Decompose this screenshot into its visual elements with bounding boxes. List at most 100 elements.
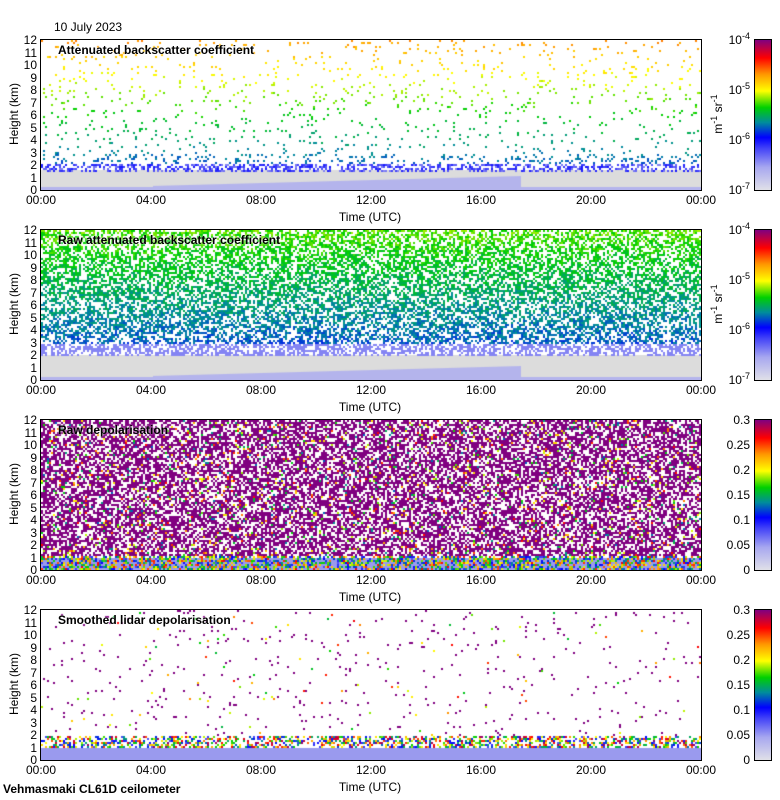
y-tick-label: 4 <box>30 703 37 717</box>
x-tick-label: 00:00 <box>685 763 717 777</box>
plot-area: Raw attenuated backscatter coefficient <box>40 229 702 381</box>
y-tick-label: 7 <box>30 475 37 490</box>
y-tick-label: 11 <box>24 235 37 250</box>
x-tick-label: 12:00 <box>355 763 387 777</box>
colorbar-tick-label: 10-710-7 <box>728 181 750 197</box>
colorbar-tick-label: 0.15 <box>726 678 750 692</box>
y-axis-label: Height (km) <box>7 653 21 716</box>
colorbar-tick-label: 0.2 <box>733 463 750 477</box>
y-tick-label: 1 <box>30 550 37 565</box>
colorbar-tick-label: 0.1 <box>733 513 750 527</box>
x-tick-label: 04:00 <box>135 383 167 397</box>
x-tick-label: 00:00 <box>25 193 57 207</box>
y-axis-label: Height (km) <box>7 463 21 526</box>
y-tick-label: 7 <box>30 665 37 680</box>
y-axis-label: Height (km) <box>7 83 21 146</box>
y-tick-label: 2 <box>30 158 37 172</box>
y-tick-label: 8 <box>30 273 37 287</box>
y-tick-label: 8 <box>30 653 37 667</box>
y-tick-label: 4 <box>30 323 37 337</box>
y-tick-label: 10 <box>23 248 37 262</box>
x-axis-label: Time (UTC) <box>338 590 402 604</box>
y-tick-label: 11 <box>24 615 37 630</box>
colorbar-tick-label: 0.05 <box>726 538 750 552</box>
plot-area: Attenuated backscatter coefficient <box>40 39 702 191</box>
colorbar-unit: m-1 sr-1m-1 sr-1 <box>709 94 725 134</box>
x-tick-label: 04:00 <box>135 193 167 207</box>
y-tick-label: 3 <box>30 145 37 160</box>
colorbar <box>754 609 772 761</box>
y-tick-label: 10 <box>23 438 37 452</box>
y-tick-label: 2 <box>30 538 37 552</box>
y-tick-label: 11 <box>24 425 37 440</box>
x-tick-label: 08:00 <box>245 763 277 777</box>
panel-raw: Raw attenuated backscatter coefficient He… <box>0 222 780 419</box>
y-tick-label: 12 <box>23 223 37 237</box>
footer-label: Vehmasmaki CL61D ceilometer <box>3 782 181 796</box>
y-tick-label: 7 <box>30 95 37 110</box>
x-tick-label: 20:00 <box>575 573 607 587</box>
y-tick-label: 9 <box>30 450 37 465</box>
colorbar-tick-label: 0.25 <box>726 628 750 642</box>
x-tick-label: 16:00 <box>465 573 497 587</box>
x-tick-label: 12:00 <box>355 193 387 207</box>
y-tick-label: 9 <box>30 640 37 655</box>
panel-smooth: Smoothed lidar depolarisation Height (km)… <box>0 604 780 799</box>
x-tick-label: 08:00 <box>245 383 277 397</box>
x-tick-label: 04:00 <box>135 573 167 587</box>
y-axis-label: Height (km) <box>7 273 21 336</box>
heatmap-canvas <box>41 40 701 190</box>
x-tick-label: 04:00 <box>135 763 167 777</box>
y-tick-label: 12 <box>23 603 37 617</box>
colorbar-tick-label: 0.15 <box>726 488 750 502</box>
x-tick-label: 00:00 <box>25 383 57 397</box>
heatmap-canvas <box>41 230 701 380</box>
date-label: 10 July 2023 <box>54 20 123 34</box>
y-tick-label: 5 <box>30 310 37 325</box>
y-tick-label: 9 <box>30 70 37 85</box>
y-tick-label: 4 <box>30 133 37 147</box>
y-tick-label: 10 <box>23 58 37 72</box>
y-tick-label: 3 <box>30 525 37 540</box>
y-tick-label: 0 <box>30 183 37 197</box>
plot-area: Raw depolarisation <box>40 419 702 571</box>
y-tick-label: 1 <box>30 170 37 185</box>
panel-title: Raw depolarisation <box>58 423 169 437</box>
colorbar-tick-label: 10-610-6 <box>728 131 750 147</box>
x-tick-label: 08:00 <box>245 193 277 207</box>
heatmap-canvas <box>41 420 701 570</box>
panel-att: Attenuated backscatter coefficient Height… <box>0 32 780 229</box>
y-tick-label: 5 <box>30 500 37 515</box>
x-tick-label: 00:00 <box>685 573 717 587</box>
y-tick-label: 1 <box>30 360 37 375</box>
y-tick-label: 0 <box>30 753 37 767</box>
y-tick-label: 10 <box>23 628 37 642</box>
colorbar-tick-label: 10-510-5 <box>728 81 750 97</box>
y-tick-label: 5 <box>30 120 37 135</box>
y-tick-label: 3 <box>30 335 37 350</box>
colorbar-tick-label: 10-710-7 <box>728 371 750 387</box>
plot-area: Smoothed lidar depolarisation <box>40 609 702 761</box>
x-tick-label: 20:00 <box>575 383 607 397</box>
y-tick-label: 6 <box>30 488 37 502</box>
y-tick-label: 6 <box>30 678 37 692</box>
colorbar-tick-label: 0.3 <box>733 603 750 617</box>
panel-title: Raw attenuated backscatter coefficient <box>58 233 281 247</box>
y-tick-label: 6 <box>30 298 37 312</box>
x-tick-label: 20:00 <box>575 193 607 207</box>
y-tick-label: 5 <box>30 690 37 705</box>
y-tick-label: 4 <box>30 513 37 527</box>
colorbar-tick-label: 10-410-4 <box>728 31 750 47</box>
heatmap-canvas <box>41 610 701 760</box>
x-axis-label: Time (UTC) <box>338 780 402 794</box>
x-tick-label: 16:00 <box>465 763 497 777</box>
colorbar-tick-label: 10-610-6 <box>728 321 750 337</box>
colorbar-tick-label: 10-510-5 <box>728 271 750 287</box>
x-tick-label: 00:00 <box>25 573 57 587</box>
colorbar-tick-label: 10-410-4 <box>728 221 750 237</box>
x-axis-label: Time (UTC) <box>338 400 402 414</box>
panel-title: Smoothed lidar depolarisation <box>58 613 231 627</box>
y-tick-label: 12 <box>23 413 37 427</box>
colorbar-unit: m-1 sr-1m-1 sr-1 <box>709 284 725 324</box>
colorbar-tick-label: 0.2 <box>733 653 750 667</box>
